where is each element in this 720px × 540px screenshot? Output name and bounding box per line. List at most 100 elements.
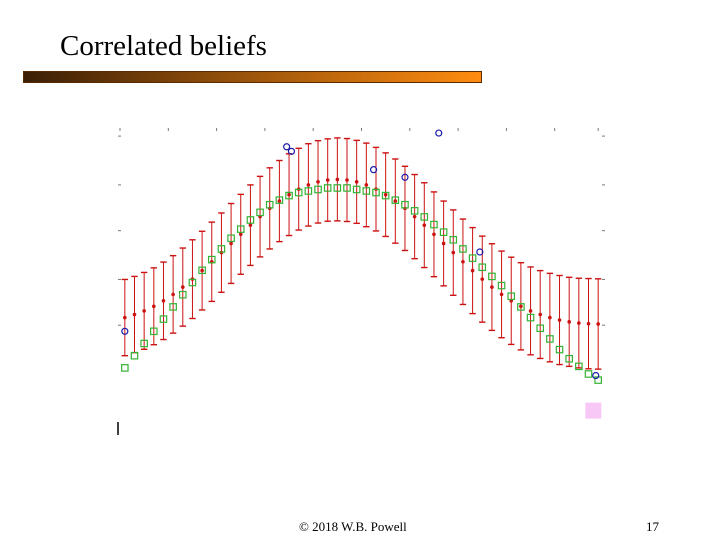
estimate-point	[381, 191, 390, 200]
estimate-point	[536, 324, 545, 333]
mean-point	[383, 192, 388, 197]
truth-point	[369, 166, 378, 174]
estimate-point	[236, 225, 245, 233]
mean-point	[412, 214, 417, 219]
truth-point	[476, 248, 484, 256]
truth-point	[121, 327, 129, 335]
mean-point	[229, 241, 233, 246]
estimate-point	[265, 200, 274, 209]
estimate-point	[584, 370, 593, 378]
estimate-point	[217, 245, 226, 253]
truth-series	[121, 129, 600, 380]
estimate-point	[130, 351, 139, 360]
mean-point	[123, 315, 127, 320]
estimate-point	[140, 339, 148, 348]
estimate-point	[352, 185, 361, 194]
estimate-point	[526, 313, 535, 322]
mean-point	[345, 178, 349, 182]
estimate-point	[575, 362, 583, 371]
mean-point	[567, 320, 571, 324]
estimate-point	[478, 263, 487, 272]
estimate-point	[227, 234, 235, 243]
estimate-point	[555, 345, 564, 354]
mean-point	[354, 180, 359, 184]
mean-point	[364, 183, 369, 187]
mean-point	[538, 312, 543, 317]
estimate-point	[188, 278, 197, 287]
mean-point	[577, 321, 581, 325]
estimate-point	[372, 188, 380, 197]
estimate-point	[517, 303, 525, 311]
estimate-point	[430, 220, 438, 229]
mean-point	[152, 304, 156, 309]
estimate-point	[565, 354, 573, 363]
estimate-point	[410, 207, 419, 215]
estimate-point	[488, 272, 496, 281]
estimate-point	[343, 184, 351, 192]
estimate-point	[207, 255, 216, 264]
mean-point	[316, 180, 320, 184]
mean-point	[441, 241, 446, 246]
estimate-point	[294, 188, 303, 197]
estimate-point	[246, 216, 255, 224]
mean-point	[393, 199, 398, 203]
slide-title: Correlated beliefs	[60, 30, 267, 62]
mean-point	[277, 199, 282, 203]
estimate-point	[159, 315, 168, 323]
truth-point	[435, 129, 443, 137]
mean-point	[548, 315, 552, 320]
truth-point	[283, 143, 291, 151]
mean-point	[325, 178, 330, 182]
estimate-point	[256, 208, 264, 217]
mean-point	[519, 304, 523, 309]
estimate-point	[546, 335, 554, 343]
mean-point	[132, 312, 137, 317]
confidence-errorbars	[121, 137, 602, 370]
truth-point	[592, 371, 600, 380]
estimate-point	[304, 187, 313, 195]
marker-square	[585, 402, 602, 419]
estimate-point	[314, 185, 322, 194]
mean-point	[238, 232, 243, 237]
estimate-point	[420, 213, 429, 221]
mean-point	[470, 268, 475, 273]
truth-point	[287, 147, 296, 155]
estimate-point	[178, 290, 187, 299]
mean-point	[287, 192, 291, 197]
mean-point	[248, 223, 253, 227]
estimate-point	[285, 191, 293, 200]
mean-point	[335, 177, 340, 182]
estimate-point	[362, 187, 371, 195]
mean-point	[432, 232, 436, 237]
mean-point	[142, 309, 146, 313]
page-number: 17	[646, 519, 659, 534]
estimate-point	[333, 184, 342, 192]
axis-ticks	[117, 128, 605, 435]
mean-point	[161, 299, 166, 303]
mean-point	[528, 309, 533, 313]
estimate-point	[150, 327, 158, 336]
chart-area	[113, 120, 608, 440]
estimate-series	[121, 184, 602, 384]
estimate-point	[449, 235, 458, 244]
mean-point	[596, 322, 600, 326]
estimate-point	[323, 184, 332, 192]
mean-point	[171, 292, 175, 297]
mean-point	[557, 318, 562, 322]
mean-point	[180, 285, 185, 289]
correlated-beliefs-chart	[117, 128, 605, 435]
estimate-point	[275, 196, 284, 204]
mean-point	[200, 268, 204, 273]
estimate-point	[121, 364, 129, 372]
mean-point	[586, 321, 591, 326]
estimate-point	[391, 196, 400, 204]
estimate-point	[497, 281, 506, 290]
estimate-point	[439, 228, 448, 236]
mean-point	[422, 223, 427, 227]
extra-marks	[585, 402, 602, 419]
estimate-point	[401, 200, 409, 209]
estimate-point	[169, 303, 177, 311]
mean-point	[499, 292, 504, 297]
mean-point	[490, 285, 494, 289]
mean-point	[451, 250, 456, 255]
